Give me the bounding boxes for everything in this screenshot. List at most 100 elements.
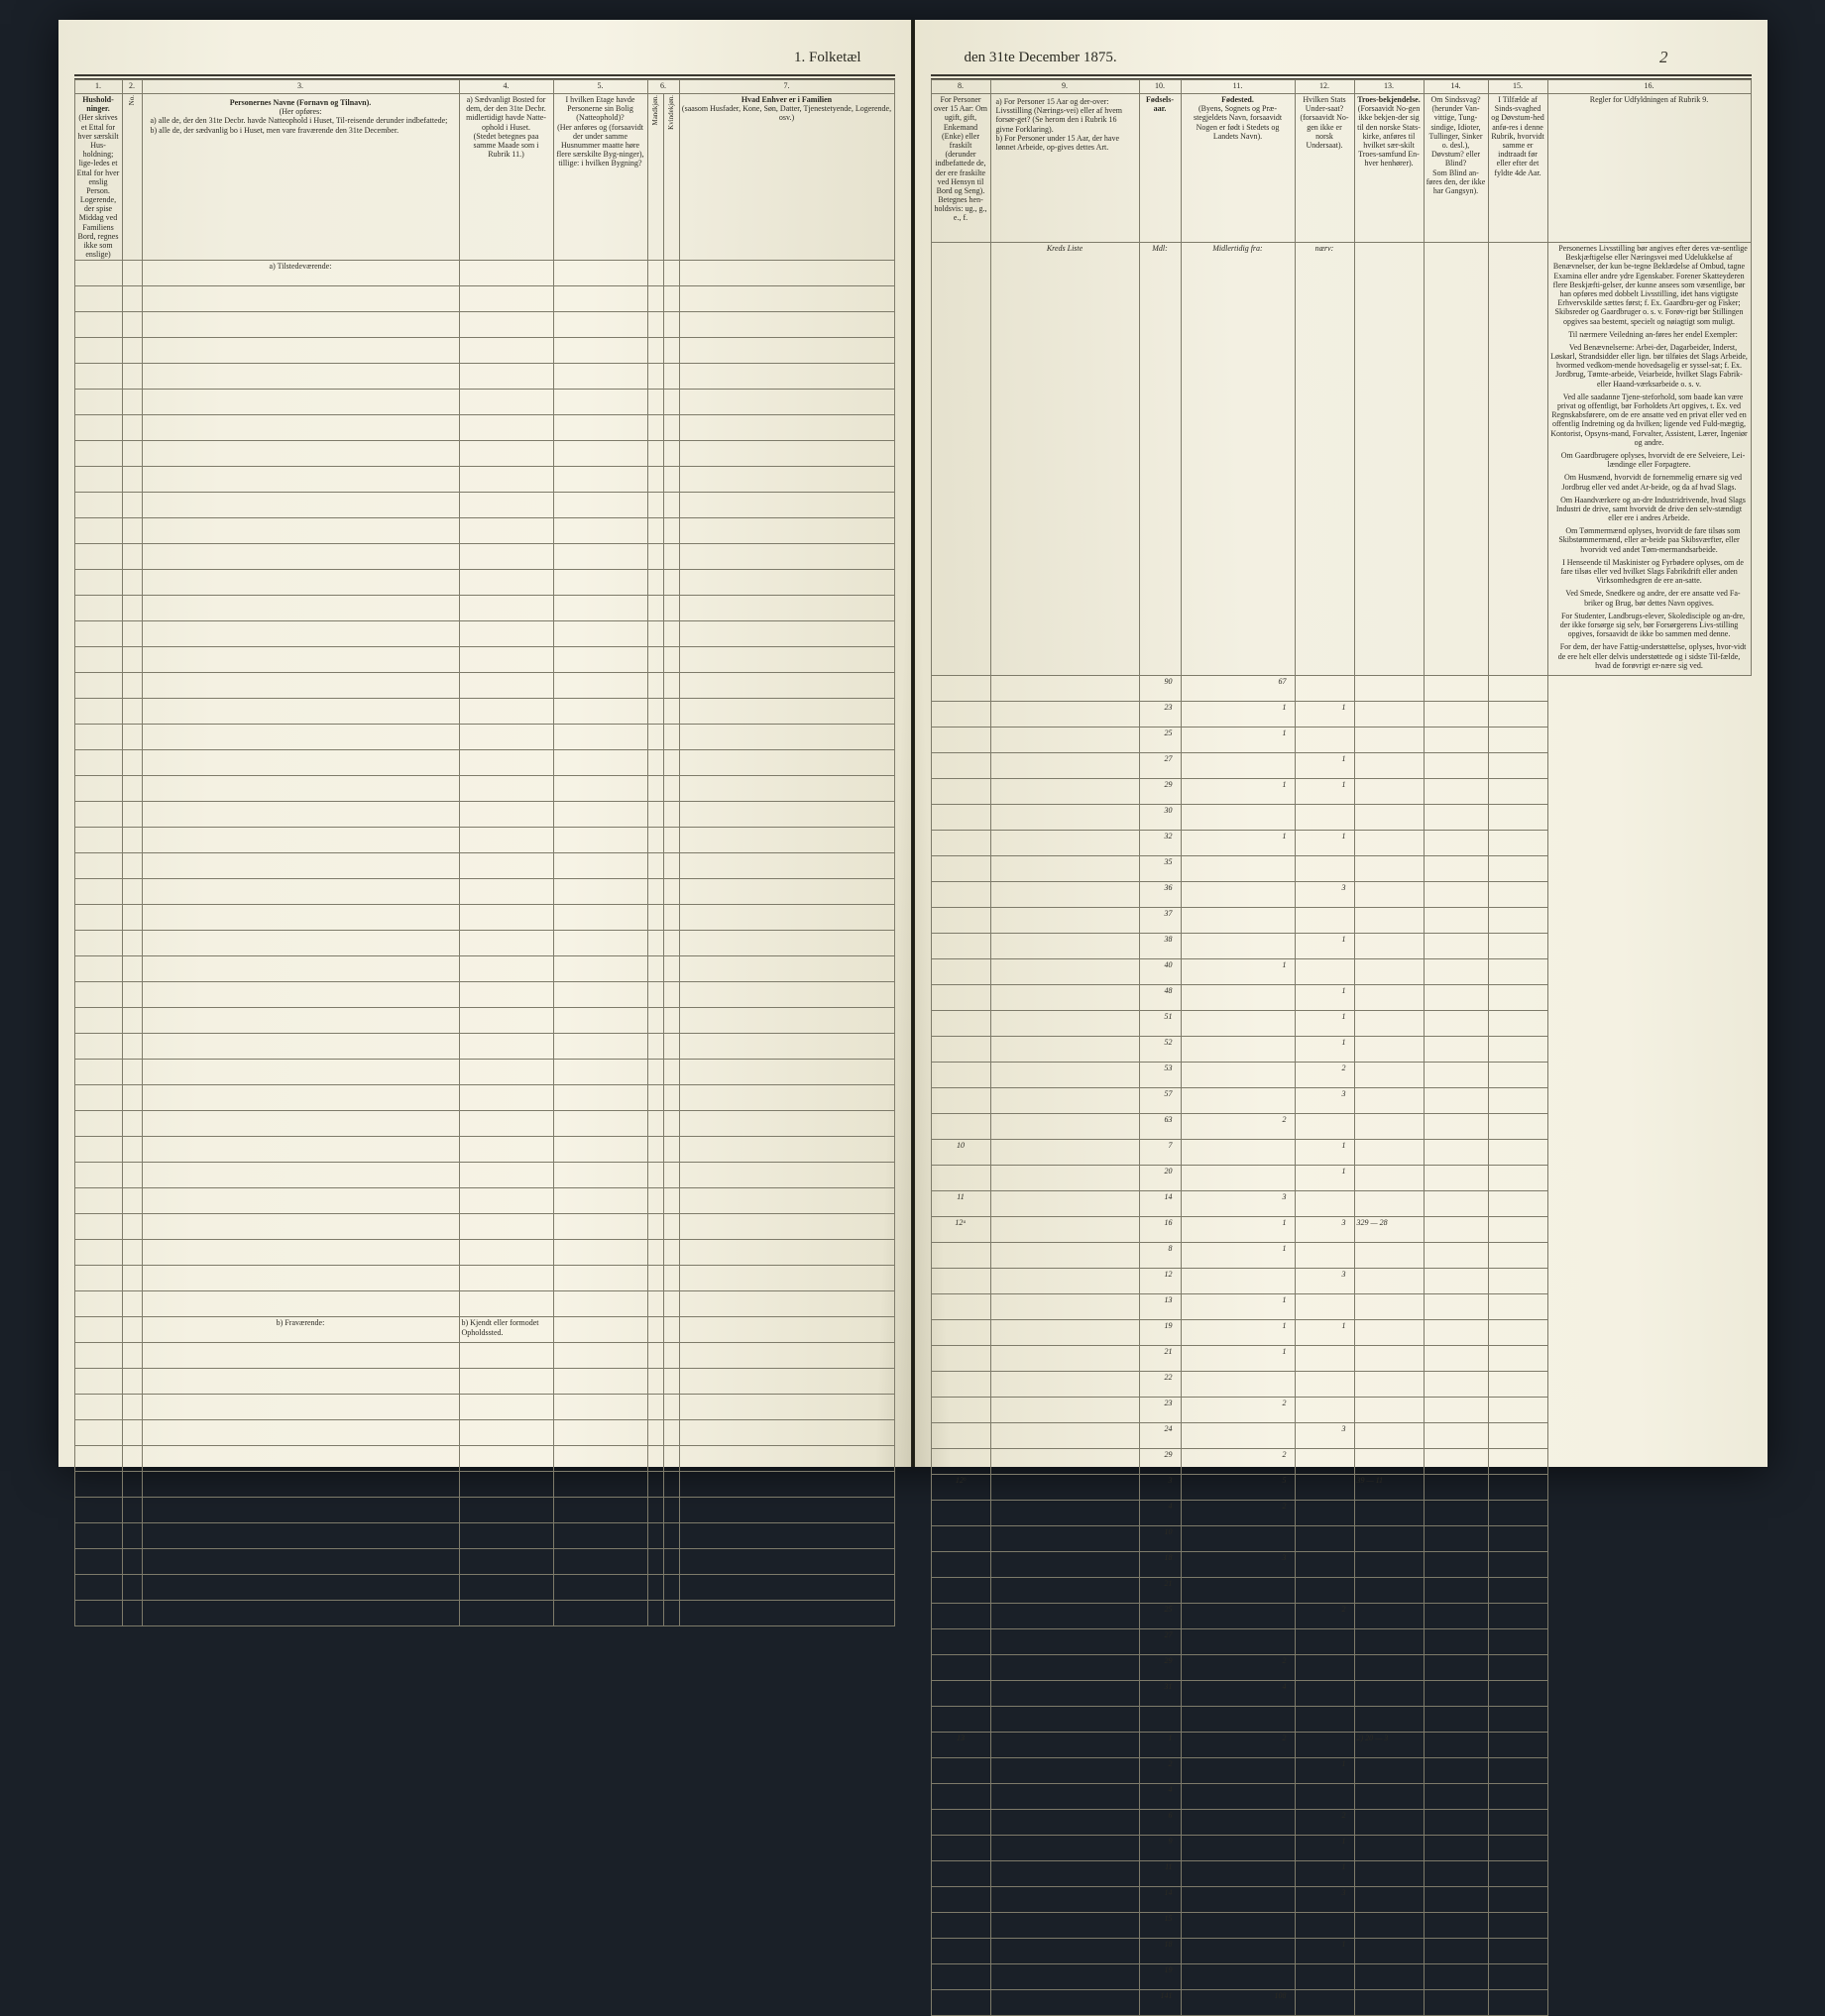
cell: 2 (1181, 1732, 1295, 1757)
cell: 16 (1139, 1216, 1181, 1242)
cell (931, 958, 990, 984)
col-num: 16. (1547, 80, 1751, 94)
table-row (74, 1343, 894, 1369)
cell (931, 1293, 990, 1319)
table-row: 211 (931, 1345, 1751, 1371)
cell (931, 855, 990, 881)
cell (1354, 1989, 1424, 2015)
cell (1488, 1706, 1547, 1732)
cell: 19 (1139, 1319, 1181, 1345)
cell (1488, 1422, 1547, 1448)
table-row (74, 1575, 894, 1601)
cell: 1 (1295, 984, 1354, 1010)
cell (1295, 1190, 1354, 1216)
cell (931, 1628, 990, 1654)
cell (931, 727, 990, 752)
cell (1181, 933, 1295, 958)
col-num: 8. (931, 80, 990, 94)
cell: 1 (1295, 1036, 1354, 1062)
col-header-8: For Personer over 15 Aar: Om ugift, gift… (931, 94, 990, 243)
cell: 2 (1181, 1113, 1295, 1139)
hdr-title: a) Sædvanligt Bosted for dem, der den 31… (466, 95, 546, 132)
rules-paragraph: Om Gaardbrugere oplyses, hvorvidt de ere… (1550, 451, 1749, 469)
cell: 39 — 11 (1354, 1474, 1424, 1500)
cell (1295, 1963, 1354, 1989)
cell: 4 (1181, 1680, 1295, 1706)
table-row (74, 338, 894, 364)
table-row: 232 (931, 1397, 1751, 1422)
cell (990, 1010, 1139, 1036)
table-row: 292 (931, 1654, 1751, 1680)
cell: 3 (1139, 1474, 1181, 1500)
table-row: 13122) 20 — 3 (931, 1732, 1751, 1757)
table-row (74, 1188, 894, 1214)
hdr-sub: (Her skrives et Ettal for hver særskilt … (77, 113, 120, 195)
hdr-title: Fødested. (1221, 95, 1254, 104)
cell: 3 (1181, 1190, 1295, 1216)
col-num: 14. (1424, 80, 1488, 94)
cell (1354, 1397, 1424, 1422)
col-header-6m: Mandkjøn. (647, 94, 663, 261)
cell (931, 1912, 990, 1938)
table-row (931, 1706, 1751, 1732)
table-row: 62 (931, 1809, 1751, 1835)
cell: 2 (1139, 1757, 1181, 1783)
cell (990, 804, 1139, 830)
table-row (74, 312, 894, 338)
hdr-note: Betegnes hen-holdsvis: ug., g., e., f. (935, 195, 987, 222)
cell (990, 1860, 1139, 1886)
cell (990, 1319, 1139, 1345)
cell: 1 (1295, 1010, 1354, 1036)
table-row (74, 647, 894, 673)
cell (1424, 933, 1488, 958)
cell: 18 (1139, 1551, 1181, 1577)
cell: 10 (1139, 1525, 1181, 1551)
col-header-7: Hvad Enhver er i Familien (saasom Husfad… (679, 94, 894, 261)
cell (1354, 1938, 1424, 1963)
rules-paragraph: For dem, der have Fattig-understøttelse,… (1550, 642, 1749, 670)
cell (1354, 675, 1424, 701)
table-row: 243 (931, 1422, 1751, 1448)
hdr-a: a) alle de, der den 31te Decbr. havde Na… (151, 116, 451, 125)
col-header-9: a) For Personer 15 Aar og der-over: Livs… (990, 94, 1139, 243)
page-title-left: 1. Folketæl (68, 50, 901, 72)
cell (990, 1113, 1139, 1139)
table-row (74, 776, 894, 802)
cell: 1 (1181, 727, 1295, 752)
cell: 14 (1139, 1190, 1181, 1216)
cell: 27 (1139, 752, 1181, 778)
rules-column: Personernes Livsstilling bør angives eft… (1547, 243, 1751, 676)
cell (1354, 1010, 1424, 1036)
table-row: 81 (931, 1242, 1751, 1268)
cell (1354, 1500, 1424, 1525)
table-row (74, 1137, 894, 1163)
hdr-m: Mandkjøn. (651, 95, 659, 126)
cell (1424, 1500, 1488, 1525)
cell (1488, 958, 1547, 984)
cell: 37 (1139, 907, 1181, 933)
cell (1139, 1706, 1181, 1732)
cell (1488, 1448, 1547, 1474)
cell (1488, 1757, 1547, 1783)
table-row (74, 1523, 894, 1549)
hdr-title: I hvilken Etage havde Personerne sin Bol… (566, 95, 635, 122)
cell: 2 (1181, 1500, 1295, 1525)
cell (1181, 855, 1295, 881)
col-header-15: I Tilfælde af Sinds-svaghed og Døvstum-h… (1488, 94, 1547, 243)
cell: 14 (1139, 1886, 1181, 1912)
cell: 1 (1295, 1835, 1354, 1860)
cell (990, 752, 1139, 778)
cell (990, 984, 1139, 1010)
page-number: 2 (1659, 48, 1668, 67)
cell: 13 (931, 1732, 990, 1757)
cell (1295, 1783, 1354, 1809)
col-header-6k: Kvindekjøn. (663, 94, 679, 261)
col-num: 6. (647, 80, 679, 94)
cell: 52 (1139, 1036, 1181, 1062)
cell (1354, 1371, 1424, 1397)
cell (1424, 1525, 1488, 1551)
hdr-title: Hvad Enhver er i Familien (741, 95, 832, 104)
cell (1181, 1577, 1295, 1603)
cell: 1 (1295, 1165, 1354, 1190)
cell (1488, 984, 1547, 1010)
